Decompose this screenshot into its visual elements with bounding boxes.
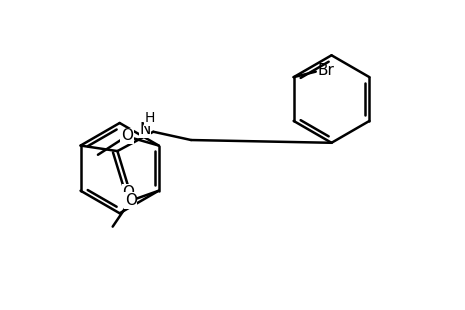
Text: N: N [140, 122, 151, 137]
Text: O: O [125, 193, 137, 208]
Text: Br: Br [318, 63, 334, 78]
Text: H: H [145, 111, 155, 125]
Text: O: O [122, 184, 134, 200]
Text: O: O [121, 128, 133, 144]
